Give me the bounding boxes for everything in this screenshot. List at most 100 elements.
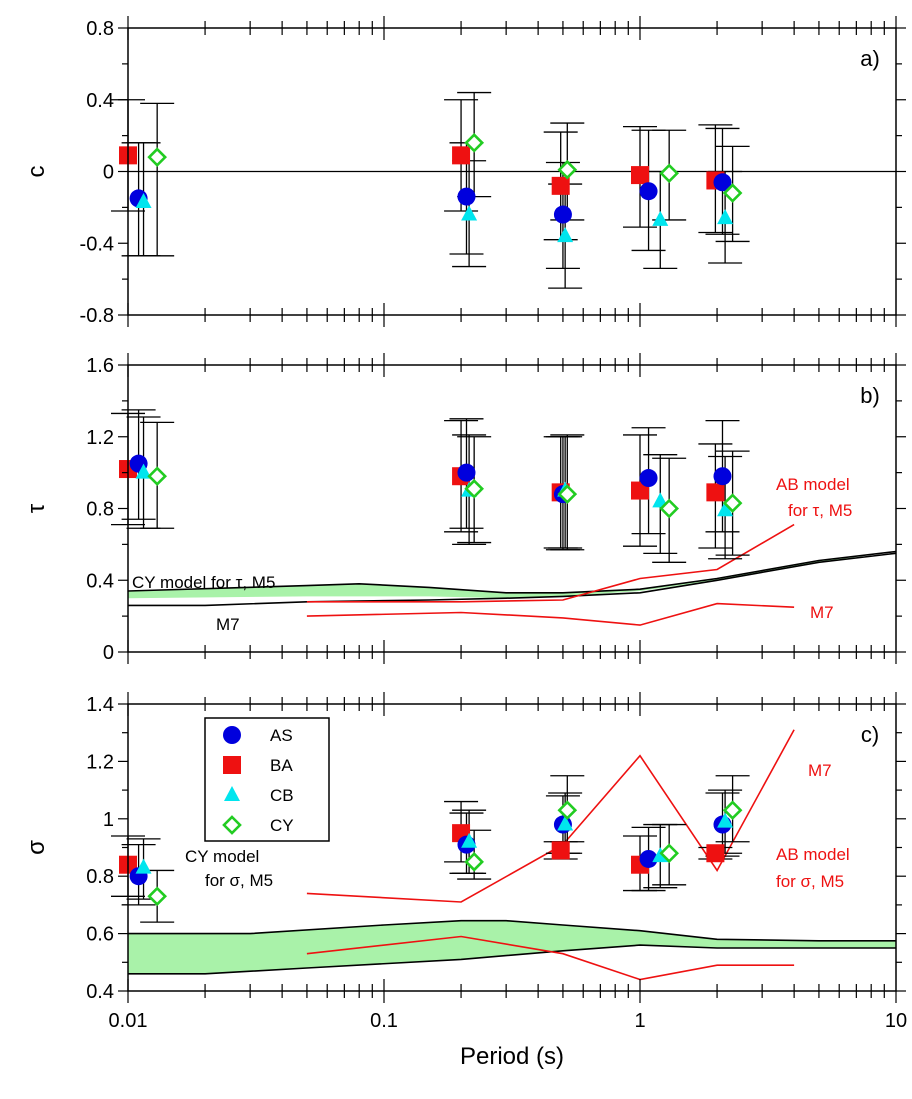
model-line-cy-m7	[128, 552, 896, 607]
marker-cb	[557, 815, 574, 831]
panel-label: a)	[860, 46, 880, 71]
x-axis-label: Period (s)	[460, 1043, 564, 1070]
panel-label: b)	[860, 383, 880, 408]
marker-ba	[551, 841, 570, 860]
marker-cy	[659, 498, 680, 519]
annotation: CY model	[185, 847, 259, 866]
marker-as	[457, 463, 476, 482]
marker-cb	[717, 501, 734, 517]
y-axis-label: τ	[23, 503, 50, 513]
cy-model-band	[128, 551, 896, 599]
cy-model-m7-line	[128, 944, 896, 975]
marker-cb	[135, 858, 152, 874]
model-line-ab-m5	[306, 523, 795, 603]
model-line-ab-m7	[306, 602, 795, 626]
marker-cy	[464, 132, 484, 153]
panel-a: -0.8 -0.4 0 0.4 0.8 c a)	[23, 16, 906, 327]
x-tick-label: 1	[634, 1010, 645, 1032]
marker-cy	[557, 159, 578, 180]
marker-cy	[147, 147, 168, 167]
marker-ba	[551, 176, 570, 195]
marker-as	[639, 182, 658, 201]
marker-cy	[557, 484, 578, 504]
x-tick-label: 10	[885, 1010, 907, 1032]
y-tick-label: 0.8	[86, 499, 114, 521]
model-line-ab-m7	[306, 935, 795, 981]
y-tick-label: 1.4	[86, 694, 114, 716]
marker-as	[457, 187, 476, 206]
annotation: for σ, M5	[205, 871, 273, 890]
marker-cb	[557, 227, 574, 243]
y-axis-label: σ	[23, 840, 50, 855]
y-tick-label: 1.2	[86, 751, 114, 773]
marker-cy	[147, 466, 168, 487]
annotation: AB model	[776, 475, 850, 494]
y-tick-label: 0.4	[86, 570, 114, 592]
y-tick-label: 0.8	[86, 866, 114, 888]
y-tick-label: 0.6	[86, 924, 114, 946]
annotation: AB model	[776, 845, 850, 864]
legend-label: BA	[270, 756, 293, 775]
y-tick-label: 0.8	[86, 18, 114, 40]
marker-as	[713, 467, 732, 486]
y-tick-label: -0.8	[80, 305, 114, 327]
panel-b: 0 0.4 0.8 1.2 1.6 τ b) CY model for τ, M5 M7 AB m…	[23, 353, 906, 664]
y-tick-label: 1.2	[86, 427, 114, 449]
marker-cb	[652, 210, 669, 226]
cy-model-m5-line	[128, 919, 896, 942]
marker-cb	[461, 205, 478, 221]
marker-cy	[722, 183, 743, 203]
marker-cy	[722, 493, 743, 513]
legend-marker-cb	[224, 786, 240, 801]
annotation: M7	[216, 615, 240, 634]
marker-cy	[722, 800, 743, 821]
y-tick-label: 0.4	[86, 981, 114, 1003]
marker-cy	[147, 886, 168, 907]
marker-cy	[464, 852, 484, 872]
marker-cy	[659, 163, 680, 184]
y-axis-label: c	[23, 166, 50, 178]
y-tick-label: 1.6	[86, 355, 114, 377]
panel-c: 0.4 0.6 0.8 1 1.2 1.4 σ c) CY model for σ, M5 M7 AB…	[23, 692, 906, 1003]
marker-cy	[659, 843, 680, 864]
legend-label: CB	[270, 786, 294, 805]
marker-ba	[706, 483, 725, 502]
annotation: M7	[810, 603, 834, 622]
legend-marker-as	[223, 726, 241, 744]
annotation: for τ, M5	[788, 501, 852, 520]
y-tick-label: 0.4	[86, 90, 114, 112]
y-tick-label: 0	[103, 642, 114, 664]
legend-label: AS	[270, 726, 293, 745]
legend-label: CY	[270, 816, 294, 835]
marker-ba	[452, 146, 471, 165]
annotation: for σ, M5	[776, 872, 844, 891]
cy-model-band	[128, 920, 896, 974]
annotation: M7	[808, 761, 832, 780]
marker-cb	[135, 463, 152, 479]
legend: AS BA CB CY	[204, 717, 330, 842]
marker-ba	[706, 844, 725, 863]
marker-ba	[631, 166, 649, 185]
marker-as	[553, 205, 572, 224]
x-tick-label: 0.1	[370, 1010, 398, 1032]
y-tick-label: 1	[103, 809, 114, 831]
marker-cb	[135, 192, 152, 208]
cy-model-m5-line	[128, 550, 896, 594]
marker-as	[713, 173, 732, 192]
plot-frame	[127, 364, 897, 653]
marker-cb	[461, 832, 478, 848]
legend-marker-cy	[222, 815, 242, 835]
marker-ba	[631, 481, 649, 500]
legend-marker-ba	[223, 756, 241, 774]
marker-as	[639, 849, 658, 868]
marker-as	[639, 469, 658, 488]
marker-cy	[464, 478, 484, 499]
panel-label: c)	[861, 722, 879, 747]
y-tick-label: 0	[103, 162, 114, 184]
marker-cb	[652, 847, 669, 863]
marker-cy	[557, 800, 578, 821]
y-tick-label: -0.4	[80, 233, 114, 255]
x-tick-label: 0.01	[109, 1010, 148, 1032]
marker-cb	[717, 209, 734, 225]
